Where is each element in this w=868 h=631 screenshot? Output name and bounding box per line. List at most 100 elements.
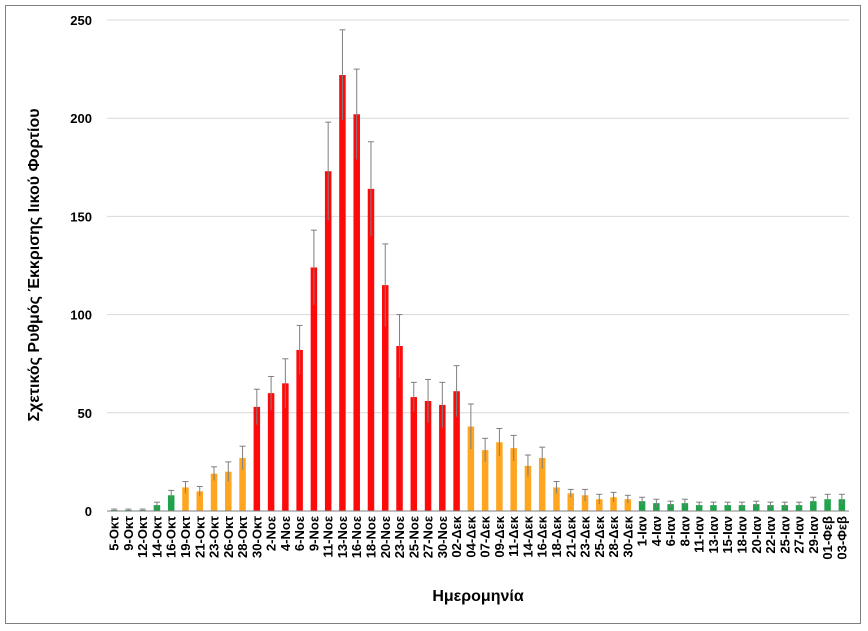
bar-02-Δεκ [453,391,460,511]
x-tick-label: 01-Φεβ [820,516,835,560]
x-tick-label: 23-Δεκ [578,515,593,557]
x-tick-label: 6-Νοε [292,516,307,551]
bar-16-Οκτ [167,495,175,511]
x-tick-label: 29-Ιαν [806,516,821,554]
bar-16-Νοε [353,114,360,511]
x-tick-label: 19-Οκτ [178,516,193,558]
bar-01-Φεβ [824,499,831,511]
x-tick-label: 25-Δεκ [592,515,607,557]
x-axis-title: Ημερομηνία [432,588,524,605]
bar-6-Ιαν [667,504,674,511]
bar-9-Νοε [310,267,318,511]
x-tick-label: 30-Δεκ [620,515,635,557]
bar-23-Νοε [396,346,403,511]
x-tick-label: 13-Ιαν [706,516,721,554]
x-tick-label: 8-Ιαν [677,516,692,546]
bar-21-Δεκ [567,493,574,511]
bar-28-Δεκ [610,497,617,511]
bar-13-Ιαν [710,505,717,511]
x-tick-label: 9-Οκτ [121,516,136,551]
bar-25-Ιαν [781,505,789,511]
x-tick-label: 14-Δεκ [520,515,535,557]
x-tick-label: 18-Δεκ [549,515,564,557]
bar-09-Δεκ [496,442,503,511]
x-tick-label: 15-Ιαν [720,516,735,554]
bar-15-Ιαν [724,505,731,511]
bar-30-Δεκ [624,499,632,511]
bar-14-Οκτ [153,505,161,511]
x-tick-label: 11-Ιαν [692,516,707,553]
bar-22-Ιαν [767,505,774,511]
x-tick-label: 23-Οκτ [207,516,222,558]
x-tick-label: 02-Δεκ [449,515,464,557]
y-tick-label: 0 [85,504,92,519]
x-tick-label: 30-Οκτ [249,516,264,558]
bar-6-Νοε [296,349,303,511]
bar-13-Νοε [339,74,346,511]
bar-30-Νοε [439,404,446,511]
y-tick-label: 250 [70,13,92,28]
x-tick-label: 11-Δεκ [506,515,521,557]
bar-27-Νοε [424,401,432,511]
x-tick-label: 28-Οκτ [235,516,250,558]
y-tick-labels: 0 50 100 150 200 250 [70,13,92,519]
x-tick-label: 26-Οκτ [221,516,236,558]
x-tick-label: 2-Νοε [264,516,279,551]
bar-19-Οκτ [182,487,189,511]
x-tick-label: 07-Δεκ [478,515,493,557]
x-tick-label: 21-Οκτ [192,516,207,558]
x-tick-label: 6-Ιαν [663,516,678,546]
x-tick-label: 22-Ιαν [763,516,778,554]
x-tick-label: 9-Νοε [306,516,321,551]
x-tick-label: 12-Οκτ [135,516,150,558]
x-tick-label: 20-Νοε [378,516,393,558]
bar-16-Δεκ [538,457,546,511]
x-tick-label: 04-Δεκ [463,515,478,557]
bar-04-Δεκ [467,426,475,511]
bar-25-Νοε [410,397,418,511]
x-tick-label: 14-Οκτ [149,516,164,558]
bar-18-Νοε [367,188,375,512]
x-tick-label: 5-Οκτ [107,516,122,551]
x-tick-label: 4-Νοε [278,516,293,551]
bar-27-Ιαν [795,505,803,511]
bar-18-Δεκ [553,487,560,511]
bar-18-Ιαν [738,505,746,511]
bar-26-Οκτ [225,471,232,511]
x-tick-label: 25-Ιαν [777,516,792,554]
bar-2-Νοε [267,393,275,511]
x-tick-label: 16-Οκτ [164,516,179,558]
bar-07-Δεκ [481,450,489,511]
x-tick-label: 21-Δεκ [563,515,578,557]
bar-25-Δεκ [596,499,603,511]
y-axis-title: Σχετικός Ρυθμός Έκκρισης Ιικού Φορτίου [26,108,43,421]
bar-23-Οκτ [210,473,218,511]
y-tick-label: 200 [70,111,92,126]
bar-20-Ιαν [753,504,760,511]
x-tick-label: 11-Νοε [321,516,336,558]
bar-1-Ιαν [638,501,646,511]
gridlines [107,19,849,414]
bar-03-Φεβ [838,499,846,511]
x-tick-label: 20-Ιαν [749,516,764,554]
x-tick-label: 23-Νοε [392,516,407,558]
error-bars [111,29,845,511]
x-tick-label: 09-Δεκ [492,515,507,557]
bar-29-Ιαν [810,501,817,511]
x-tick-label: 16-Δεκ [535,515,550,557]
bar-28-Οκτ [239,457,246,511]
x-tick-label: 4-Ιαν [649,516,664,546]
bar-11-Νοε [324,171,332,511]
bar-11-Ιαν [695,505,703,511]
x-tick-label: 18-Νοε [363,516,378,558]
x-tick-label: 27-Ιαν [792,516,807,554]
bar-4-Νοε [282,383,289,511]
bar-4-Ιαν [653,503,660,511]
x-tick-label: 18-Ιαν [734,516,749,554]
x-tick-label: 13-Νοε [335,516,350,558]
bar-30-Οκτ [253,406,261,511]
bar-23-Δεκ [581,495,589,511]
bars [110,74,846,512]
y-tick-label: 100 [70,308,92,323]
